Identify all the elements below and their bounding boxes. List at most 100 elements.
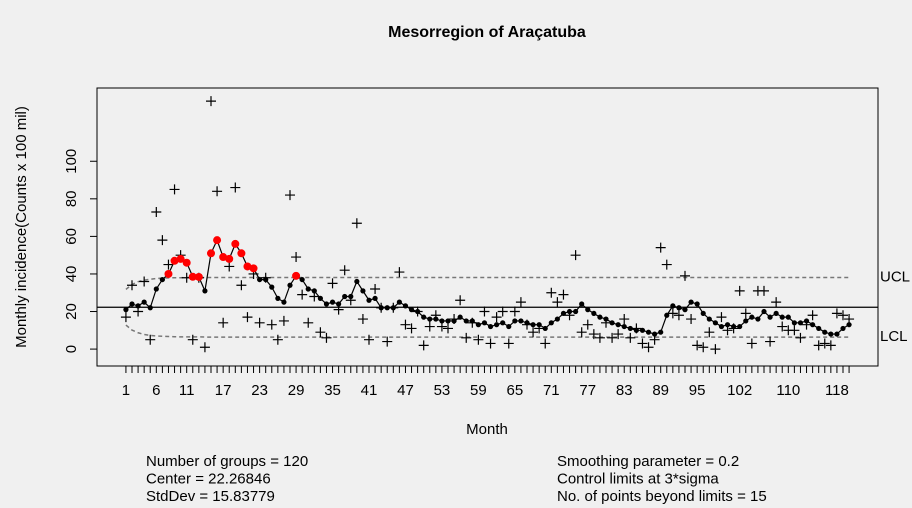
ewma-point [342,293,348,300]
raw-point [461,332,472,343]
ewma-point [840,325,846,332]
raw-point [758,285,769,296]
ewma-point [749,314,755,320]
raw-point [607,332,618,343]
raw-point [491,312,502,323]
ewma-point [810,322,816,328]
ewma-point [451,318,457,324]
raw-point [370,283,381,294]
ewma-point [834,331,840,337]
ewma-point [213,236,222,245]
ewma-line [125,238,850,335]
raw-point [582,319,593,330]
ewma-point [712,320,718,326]
ewma-point [159,276,165,283]
raw-point [406,323,417,334]
raw-point [746,338,757,349]
ewma-point [366,297,372,303]
x-tick-label: 35 [324,382,341,399]
raw-point [230,182,241,193]
ewma-point [579,301,585,307]
raw-point [473,334,484,345]
ewma-point [743,318,749,324]
stat-text: Center = 22.26846 [146,470,271,487]
raw-point [594,332,605,343]
ewma-point [682,307,688,313]
lcl-line [125,324,850,338]
ewma-point [141,299,147,305]
ewma-point [755,316,761,322]
ewma-point [512,318,518,324]
raw-point [272,334,283,345]
y-tick-label: 100 [63,149,80,174]
ewma-point [170,256,179,265]
raw-point [315,327,326,338]
lcl-label: LCL [880,328,908,345]
raw-point [734,285,745,296]
raw-point [236,280,247,291]
raw-point [224,261,235,272]
ewma-point [299,276,305,283]
y-axis-label: Monthly incidence(Counts x 100 mil) [13,106,30,348]
raw-point [819,338,830,349]
y-tick-label: 20 [63,303,80,320]
ewma-point [402,303,409,309]
raw-point [807,310,818,321]
raw-point [655,242,666,253]
ewma-point [609,320,615,326]
ewma-point [439,318,445,324]
ewma-point [475,322,481,328]
ewma-point [633,327,639,333]
ewma-point [645,329,652,335]
raw-point [254,317,265,328]
ewma-point [390,305,396,311]
x-tick-label: 1 [122,382,130,399]
ewma-point [323,301,330,307]
ucl-label: UCL [880,268,910,285]
ewma-point [700,310,706,317]
ewma-point [718,323,725,330]
raw-point [795,332,806,343]
ewma-point [494,322,500,328]
ewma-point [348,293,354,300]
raw-point [218,317,229,328]
ewma-point [176,254,185,263]
raw-point [837,310,848,321]
raw-point [321,332,332,343]
ewma-point [188,272,197,281]
raw-point [619,314,630,325]
raw-point [394,267,405,278]
ewma-point [548,320,554,326]
ewma-point [275,295,281,301]
ewma-point [822,329,828,335]
raw-point [297,289,308,300]
ewma-point [688,299,694,305]
x-tick-label: 23 [251,382,268,399]
raw-point [831,308,842,319]
raw-point [382,336,393,347]
ewma-point [554,316,560,322]
ucl-line [125,276,850,290]
raw-point [357,314,368,325]
ewma-point [639,327,646,333]
raw-point [771,297,782,308]
ewma-point [378,305,384,311]
raw-point [351,218,362,229]
x-tick-label: 17 [215,382,232,399]
ewma-point [676,305,682,311]
ewma-point [566,308,573,315]
ewma-point [500,320,506,326]
raw-point [364,334,375,345]
raw-point [291,252,302,263]
ewma-point [797,320,804,326]
ewma-point [846,322,852,328]
ewma-point [421,314,427,320]
raw-point [303,317,314,328]
ewma-point [445,318,451,324]
chart-title: Mesorregion of Araçatuba [388,24,586,41]
plot-box [96,87,879,367]
stat-text: Control limits at 3*sigma [557,470,719,487]
x-tick-label: 11 [179,382,195,399]
x-tick-label: 102 [727,382,752,399]
raw-point [163,259,174,270]
